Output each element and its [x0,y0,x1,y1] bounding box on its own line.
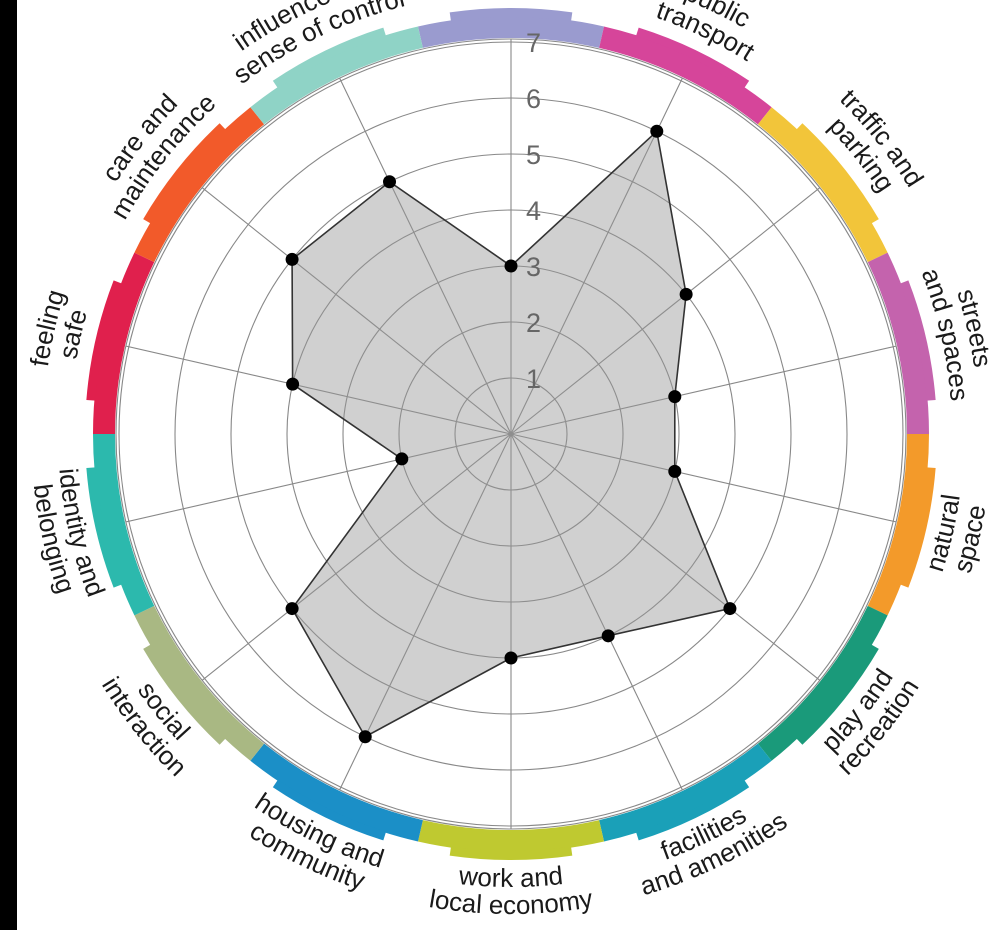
ring-tick-label: 5 [526,140,541,170]
data-point [285,602,299,616]
axis-spoke [125,433,512,523]
axis-spoke [510,433,897,523]
ring-segment-tab [449,7,573,22]
category-label-text: work and [457,860,565,893]
ring-segment [757,605,888,761]
data-point [383,175,397,189]
ring-segment [417,16,605,48]
ring-segment-tab [635,27,750,89]
data-point [286,377,300,391]
category-label: around [469,0,554,1]
data-point [395,452,409,466]
ring-tick-label: 7 [526,28,541,58]
ring-segment-tab [899,280,936,401]
axis-spoke [510,433,821,681]
ring-segment [867,252,929,434]
ring-segment [417,820,605,853]
ring-tick-label: 4 [526,196,541,226]
axis-spoke [339,433,512,791]
ring-segment-tab [143,123,226,224]
category-label: work and [457,860,565,893]
ring-tick-label: 3 [526,252,541,282]
data-point [601,629,615,643]
data-point [285,252,299,266]
data-point [668,390,682,404]
ring-segment-tab [272,779,387,841]
ring-segment-tab [86,467,123,588]
ring-segment-tab [449,846,573,860]
data-point [358,730,372,744]
ring-segment-tab [796,644,879,745]
ring-segment-tab [143,644,226,745]
ring-tick-label: 6 [526,84,541,114]
data-point [723,602,737,616]
ring-segment [757,107,888,263]
ring-segment [93,434,155,616]
ring-segment-tab [899,467,936,588]
axis-spoke [510,187,821,435]
ring-segment [599,26,772,125]
data-point [650,124,664,138]
axis-spoke [510,345,897,435]
data-point [504,259,518,273]
axis-spoke [201,433,512,681]
ring-segment [867,434,929,616]
ring-tick-label: 1 [526,364,541,394]
ring-segment-tab [635,779,750,841]
ring-segment-tab [86,280,123,401]
ring-segment [250,743,423,842]
axis-spoke [125,345,512,435]
data-point [504,651,518,665]
ring-segment [599,743,772,842]
axis-spoke [339,77,512,435]
data-point [679,287,693,301]
ring-segment [93,252,155,434]
data-point [668,464,682,478]
ring-segment-tab [272,27,387,89]
ring-segment [134,605,265,761]
category-label-text: around [469,0,554,1]
axis-spoke [510,433,683,791]
ring-segment-tab [796,123,879,224]
axis-spoke [510,77,683,435]
axis-spoke [201,187,512,435]
ring-segment [250,26,423,125]
ring-tick-label: 2 [526,308,541,338]
ring-segment [134,107,265,263]
